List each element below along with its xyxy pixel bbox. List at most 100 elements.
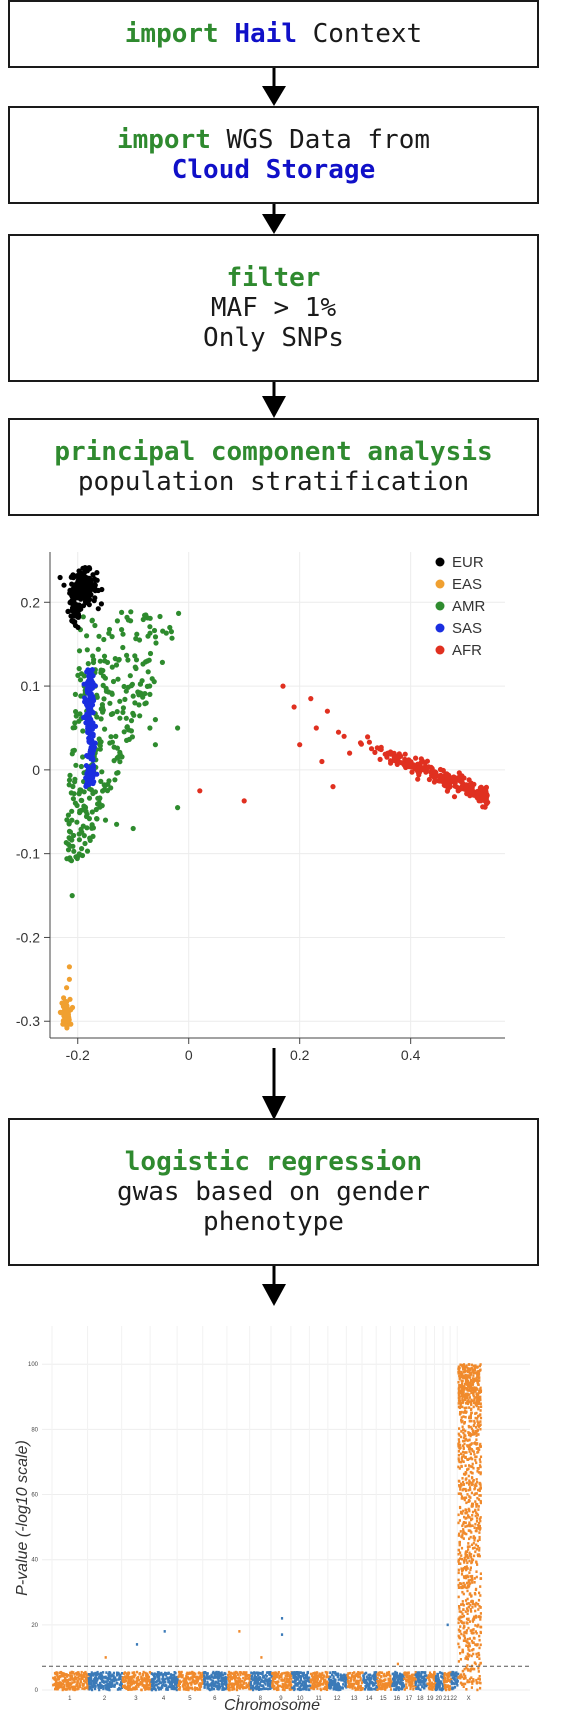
m-point	[151, 1683, 154, 1687]
m-point	[255, 1675, 258, 1679]
point-afr	[413, 755, 419, 761]
m-point	[457, 1367, 460, 1371]
point-amr	[152, 634, 159, 640]
m-point	[293, 1680, 296, 1684]
m-point	[419, 1678, 422, 1682]
m-point	[305, 1676, 308, 1679]
m-point	[244, 1673, 248, 1676]
point-amr	[72, 720, 78, 726]
m-point	[457, 1432, 460, 1436]
m-point	[158, 1674, 161, 1678]
m-point	[469, 1535, 472, 1539]
point-eur	[90, 572, 96, 578]
m-point	[168, 1682, 172, 1686]
m-point	[304, 1673, 307, 1677]
m-point	[460, 1603, 463, 1606]
m-point	[170, 1687, 173, 1690]
m-point	[368, 1683, 371, 1687]
m-point	[433, 1685, 436, 1688]
m-point	[293, 1671, 296, 1674]
m-point	[160, 1671, 163, 1675]
m-point	[470, 1433, 473, 1436]
m-point	[478, 1681, 481, 1684]
m-point	[211, 1672, 214, 1675]
m-point	[479, 1615, 482, 1619]
m-point-outlier	[260, 1656, 263, 1659]
m-point	[296, 1687, 299, 1691]
m-point	[467, 1514, 470, 1517]
m-point	[470, 1366, 473, 1370]
m-point	[169, 1685, 172, 1689]
m-point	[175, 1685, 178, 1688]
m-point	[239, 1684, 242, 1688]
m-point	[462, 1436, 465, 1439]
m-point	[470, 1385, 473, 1388]
m-point	[305, 1673, 309, 1677]
m-point	[460, 1554, 463, 1557]
m-point	[471, 1465, 474, 1469]
m-point	[215, 1685, 218, 1688]
m-point	[458, 1562, 461, 1565]
point-amr	[101, 653, 108, 659]
m-point	[113, 1676, 116, 1680]
hail-label: Hail	[234, 19, 297, 49]
m-point	[366, 1683, 369, 1686]
m-point	[222, 1682, 225, 1686]
m-point	[399, 1682, 402, 1685]
m-point	[466, 1511, 469, 1514]
m-x-tick: 4	[162, 1696, 166, 1702]
m-point	[81, 1687, 84, 1690]
m-point	[478, 1364, 481, 1368]
m-point	[472, 1535, 475, 1538]
m-point	[476, 1397, 479, 1400]
m-point	[476, 1481, 479, 1484]
m-point	[238, 1676, 241, 1679]
m-point	[459, 1400, 462, 1403]
m-point	[131, 1675, 134, 1678]
m-point	[62, 1675, 65, 1678]
m-point	[252, 1672, 255, 1675]
m-point	[477, 1498, 481, 1501]
m-point	[471, 1667, 474, 1671]
m-point	[369, 1680, 372, 1684]
m-point	[458, 1369, 461, 1373]
m-point	[458, 1541, 461, 1544]
m-point	[477, 1471, 480, 1474]
m-point-outlier	[135, 1643, 139, 1646]
point-sas	[84, 701, 90, 707]
m-point	[475, 1394, 478, 1398]
m-point	[148, 1680, 151, 1683]
m-point	[443, 1678, 446, 1682]
m-point	[248, 1676, 251, 1680]
m-point	[406, 1671, 409, 1675]
m-point	[457, 1391, 460, 1395]
m-point	[298, 1680, 301, 1683]
m-point	[460, 1484, 463, 1487]
m-point	[478, 1546, 481, 1550]
m-point	[220, 1671, 223, 1674]
m-x-tick: 2	[103, 1696, 107, 1702]
m-point	[473, 1615, 476, 1619]
m-point	[398, 1686, 401, 1689]
point-eur	[75, 624, 81, 630]
x-tick-label: 0	[185, 1047, 193, 1063]
m-point	[470, 1680, 473, 1683]
point-amr	[117, 698, 123, 704]
point-amr	[99, 769, 105, 775]
point-amr	[117, 759, 123, 765]
point-afr	[402, 762, 408, 769]
m-point	[339, 1673, 342, 1676]
m-x-tick: 9	[279, 1696, 283, 1702]
m-point	[64, 1676, 67, 1680]
m-point	[403, 1688, 406, 1691]
m-point	[468, 1571, 471, 1574]
point-amr	[136, 637, 143, 643]
m-point	[474, 1588, 477, 1592]
m-point	[470, 1372, 473, 1376]
m-point	[231, 1688, 234, 1691]
point-amr	[176, 610, 182, 616]
point-afr	[431, 779, 437, 785]
point-amr	[73, 709, 79, 715]
m-point	[217, 1674, 220, 1677]
m-point	[467, 1548, 470, 1551]
